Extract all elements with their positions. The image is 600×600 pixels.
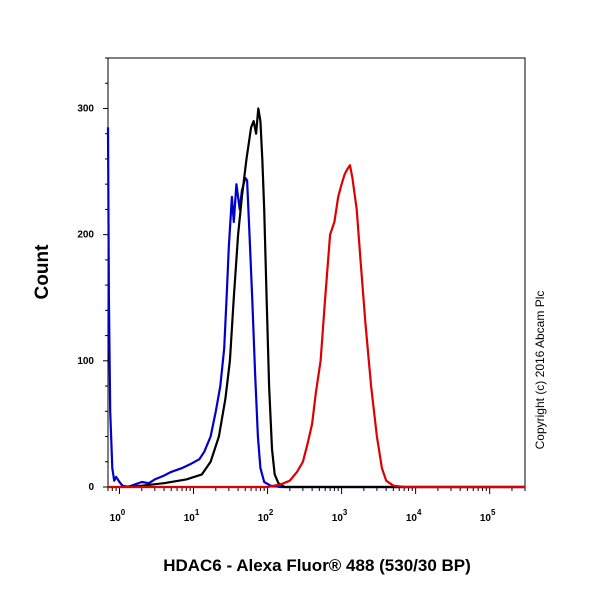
x-axis-label: HDAC6 - Alexa Fluor® 488 (530/30 BP) <box>163 556 471 575</box>
plot-frame <box>107 57 526 488</box>
y-axis: 0 100 200 300 <box>77 57 108 493</box>
x-tick-label: 101 <box>184 508 200 524</box>
histogram-series-3 <box>108 164 525 489</box>
x-tick-label: 100 <box>110 508 126 524</box>
histogram-series-2 <box>119 107 525 489</box>
series-layer <box>106 107 525 489</box>
y-tick-label: 100 <box>77 356 94 367</box>
y-tick-label: 300 <box>77 103 94 114</box>
x-tick-label: 105 <box>480 508 496 524</box>
y-tick-label: 200 <box>77 230 94 241</box>
copyright-text: Copyright (c) 2016 Abcam Plc <box>533 291 547 450</box>
x-tick-label: 103 <box>332 508 348 524</box>
x-axis: 100 101 102 103 104 105 <box>107 487 526 524</box>
histogram-series-1 <box>106 127 525 489</box>
y-axis-label: Count <box>32 244 53 300</box>
x-tick-label: 104 <box>406 508 422 524</box>
x-tick-label: 102 <box>258 508 274 524</box>
y-tick-label: 0 <box>88 482 94 493</box>
